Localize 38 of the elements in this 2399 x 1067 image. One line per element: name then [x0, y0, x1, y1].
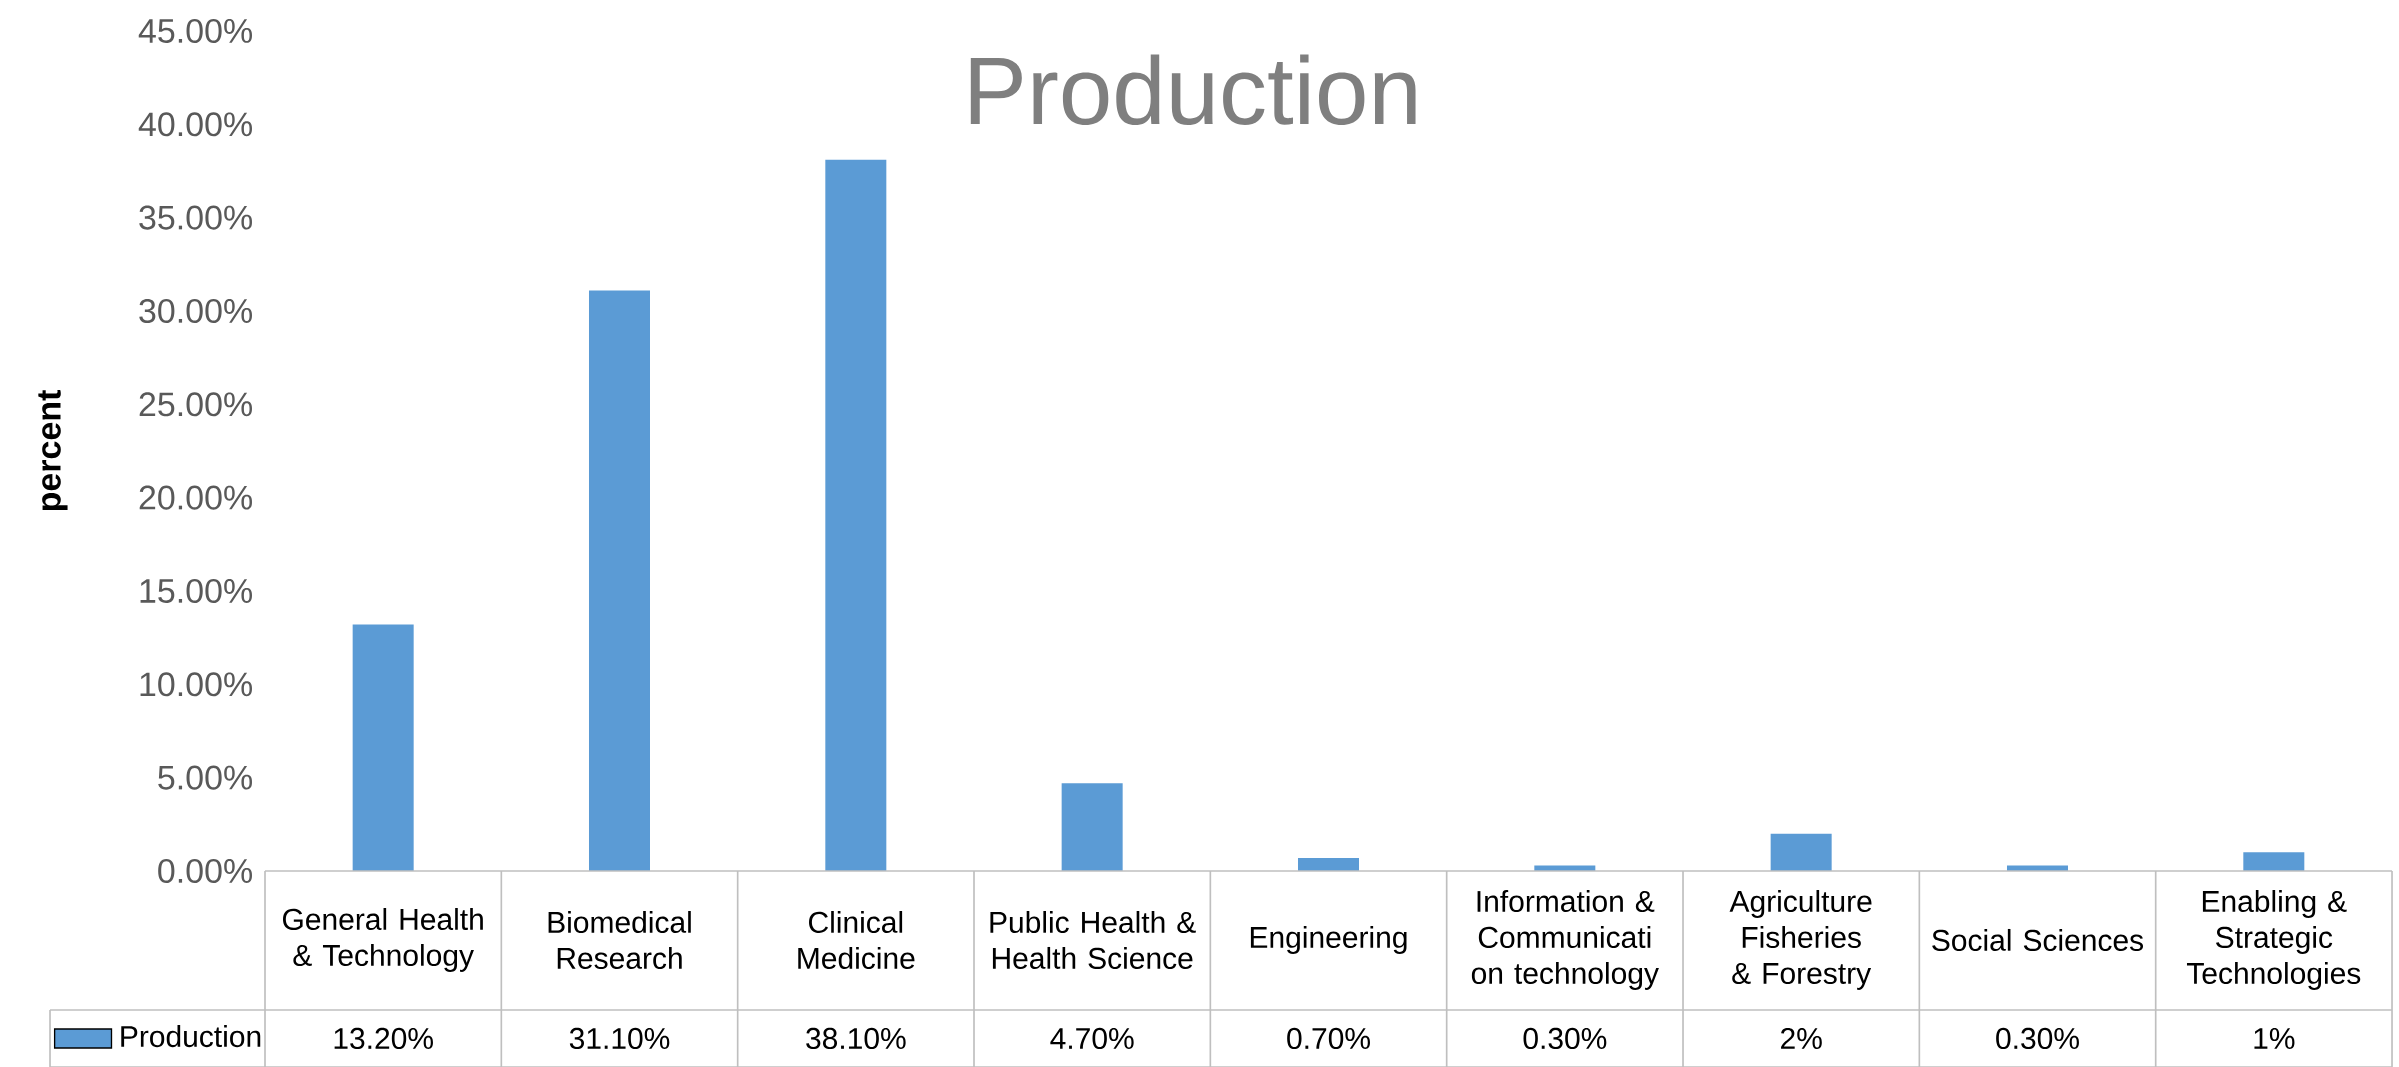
data-label: 13.20% — [334, 1027, 433, 1050]
bar — [1770, 833, 1832, 871]
y-tick-label: 20.00% — [139, 485, 252, 510]
y-tick-label: 25.00% — [139, 392, 252, 417]
x-tick-label: Information & Communicati on technology — [1471, 890, 1659, 990]
bar — [588, 290, 650, 871]
x-tick-label: Enabling & Strategic Technologies — [2186, 890, 2361, 990]
y-tick-label: 35.00% — [139, 205, 252, 230]
y-tick-label: 10.00% — [140, 672, 252, 697]
y-tick-label: 5.00% — [158, 765, 252, 790]
bar — [352, 624, 414, 871]
bar — [825, 159, 887, 871]
y-tick-label: 45.00% — [138, 18, 252, 43]
data-label: 4.70% — [1050, 1027, 1134, 1050]
y-tick-label: 0.00% — [158, 858, 252, 884]
y-axis-title: percent — [38, 390, 68, 511]
x-tick-label: Social Sciences — [1932, 928, 2144, 952]
x-tick-label: General Health & Technology — [283, 908, 483, 972]
x-tick-label: Clinical Medicine — [798, 910, 915, 970]
data-label: 31.10% — [569, 1027, 670, 1050]
y-tick-label: 30.00% — [139, 298, 252, 323]
data-label: 0.30% — [1996, 1027, 2079, 1050]
x-tick-label: Agriculture Fisheries & Forestry — [1729, 890, 1872, 990]
y-tick-label: 40.00% — [138, 112, 252, 137]
bar — [2243, 852, 2305, 871]
bar — [1297, 857, 1359, 871]
x-tick-label: Engineering — [1250, 926, 1407, 954]
data-label: 38.10% — [806, 1027, 906, 1050]
x-tick-label: Biomedical Research — [548, 910, 691, 970]
y-tick-label: 15.00% — [140, 578, 252, 604]
data-label: 1% — [2254, 1028, 2295, 1049]
bar — [1061, 783, 1123, 871]
data-label: 2% — [1781, 1027, 1822, 1050]
chart-title: Production — [970, 54, 1416, 126]
x-tick-label: Public Health & Health Science — [990, 910, 1196, 970]
data-label: 0.30% — [1523, 1027, 1607, 1050]
legend-label: Production — [121, 1025, 261, 1048]
data-label: 0.70% — [1287, 1027, 1370, 1050]
